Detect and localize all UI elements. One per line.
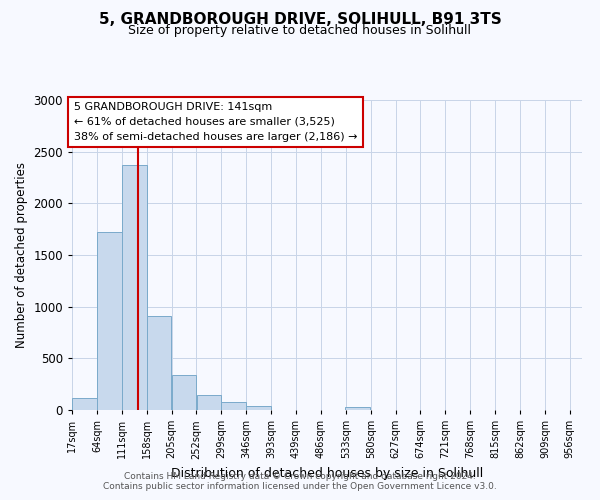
Bar (97, 232, 122, 410)
Text: Contains HM Land Registry data © Crown copyright and database right 2024.: Contains HM Land Registry data © Crown c… (124, 472, 476, 481)
Bar (72, 398, 97, 410)
Text: 5, GRANDBOROUGH DRIVE, SOLIHULL, B91 3TS: 5, GRANDBOROUGH DRIVE, SOLIHULL, B91 3TS (98, 12, 502, 28)
Bar (147, 316, 172, 410)
Text: 5 GRANDBOROUGH DRIVE: 141sqm
← 61% of detached houses are smaller (3,525)
38% of: 5 GRANDBOROUGH DRIVE: 141sqm ← 61% of de… (74, 102, 357, 142)
X-axis label: Distribution of detached houses by size in Solihull: Distribution of detached houses by size … (171, 467, 483, 480)
Bar (172, 375, 196, 410)
Bar (122, 165, 146, 410)
Text: Contains public sector information licensed under the Open Government Licence v3: Contains public sector information licen… (103, 482, 497, 491)
Bar (346, 408, 370, 410)
Bar (197, 394, 221, 410)
Text: Size of property relative to detached houses in Solihull: Size of property relative to detached ho… (128, 24, 472, 37)
Bar (221, 402, 246, 410)
Y-axis label: Number of detached properties: Number of detached properties (15, 162, 28, 348)
Bar (247, 406, 271, 410)
